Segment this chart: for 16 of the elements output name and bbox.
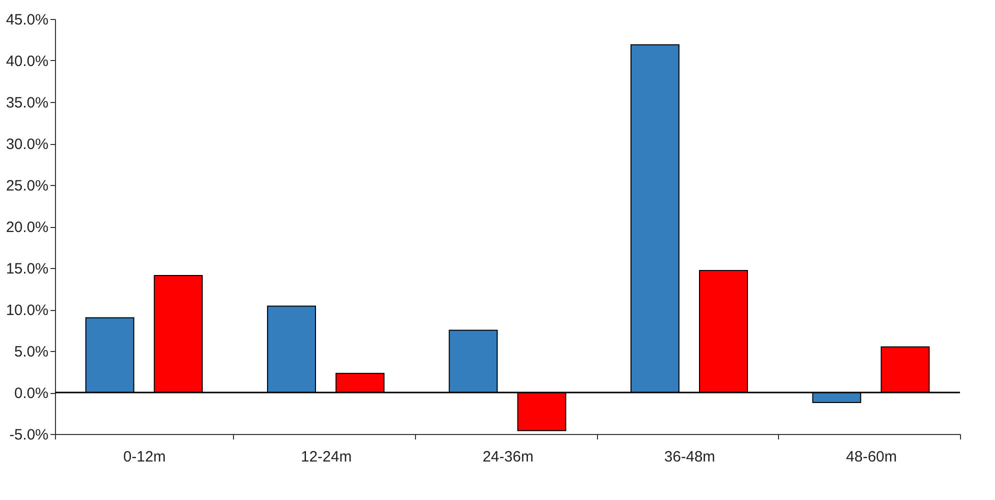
y-tick-label: 40.0% [6,53,48,70]
y-tick-label: 35.0% [6,94,48,112]
x-tick-label: 0-12m [123,448,166,466]
x-tick-label: 12-24m [300,448,352,466]
x-tick-label: 48-60m [846,448,897,466]
y-tick-label: 0.0% [14,385,48,402]
y-tick-label: 10.0% [6,302,48,319]
y-tick-label: 30.0% [6,136,48,153]
y-tick-label: -5.0% [9,426,48,444]
y-tick-label: 5.0% [14,344,48,360]
y-tick-label: 45.0% [6,12,48,28]
y-tick-label: 20.0% [6,219,48,236]
x-tick-label: 24-36m [482,448,534,466]
y-tick-label: 15.0% [6,260,48,278]
x-tick-label: 36-48m [664,448,716,466]
y-tick-label: 25.0% [6,178,48,194]
